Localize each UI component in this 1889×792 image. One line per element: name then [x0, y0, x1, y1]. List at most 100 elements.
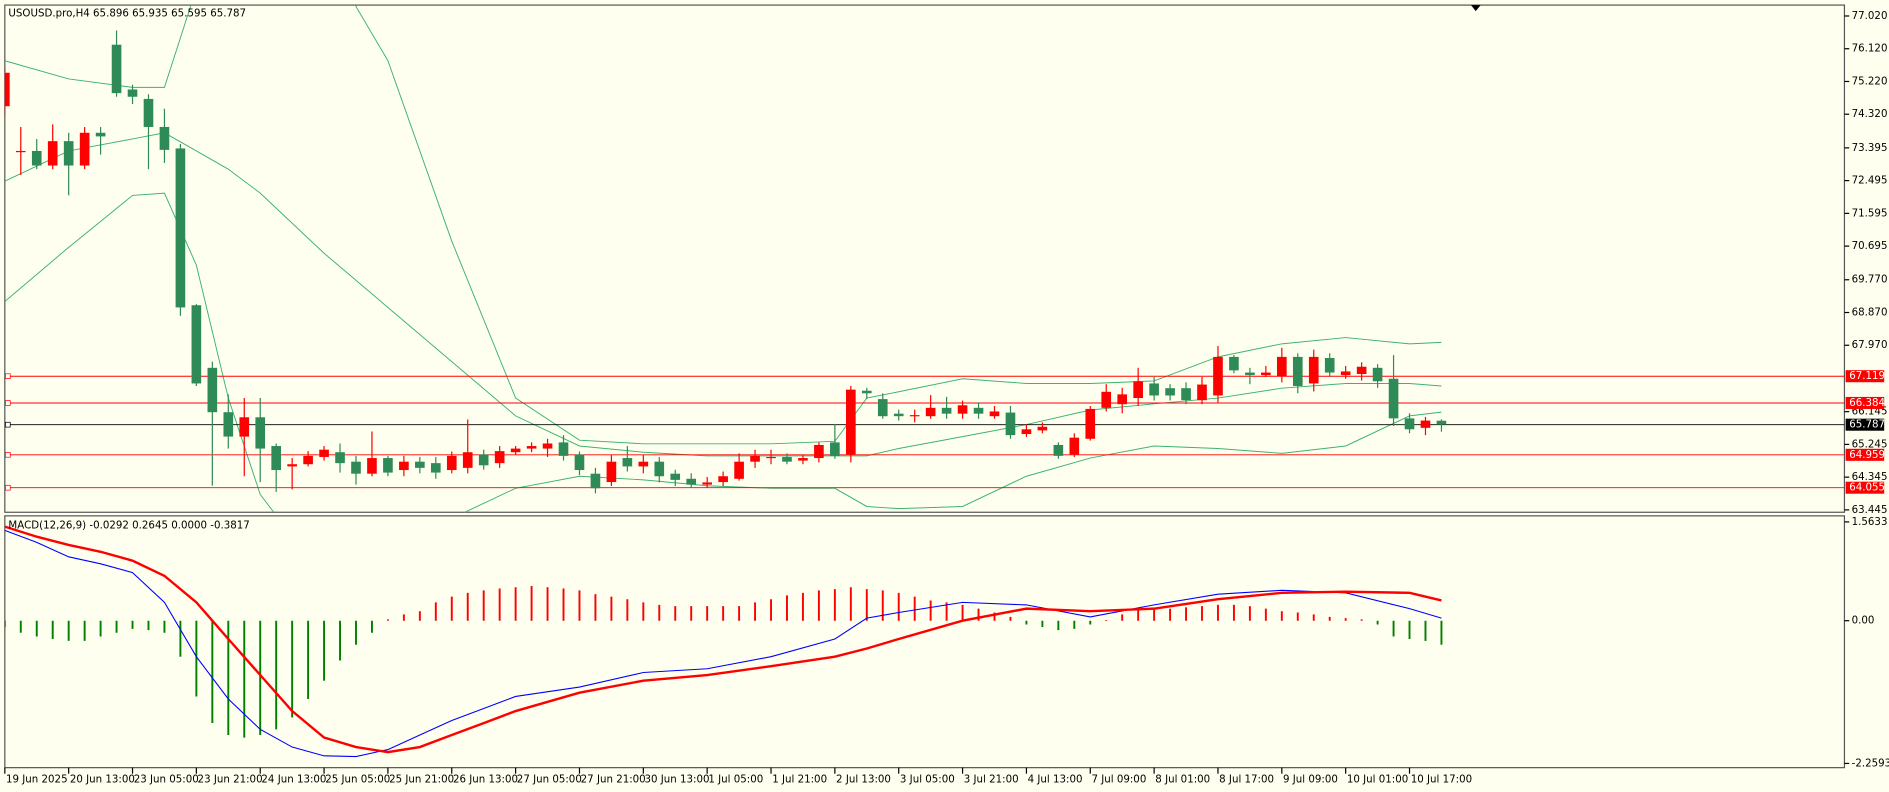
- candle-body: [63, 141, 74, 166]
- candle-body: [351, 461, 361, 474]
- x-tick-label: 2 Jul 13:00: [836, 774, 891, 786]
- y-tick-label: 75.220: [1852, 75, 1888, 87]
- candle-body: [1069, 437, 1080, 455]
- level-label-box: [1845, 448, 1885, 461]
- y-tick-label: 77.020: [1852, 10, 1888, 22]
- candle-body: [1340, 371, 1351, 376]
- candle-body: [1308, 356, 1319, 384]
- candle-body: [79, 132, 90, 166]
- level-label-box: [1845, 396, 1885, 409]
- candle-body: [1117, 394, 1128, 405]
- candle-body: [1229, 356, 1239, 371]
- candle-body: [670, 473, 681, 480]
- candle-body: [4, 72, 10, 107]
- candle-body: [1388, 378, 1399, 419]
- candle-body: [95, 132, 106, 137]
- level-label-box: [1845, 481, 1885, 494]
- y-tick-label: 67.970: [1852, 339, 1888, 351]
- candle-body: [335, 452, 345, 464]
- level-handle: [5, 452, 11, 458]
- x-tick-label: 23 Jun 05:00: [134, 774, 199, 786]
- level-label: 67.119: [1849, 370, 1885, 382]
- candle-body: [1372, 367, 1383, 382]
- level-label: 64.959: [1849, 449, 1885, 461]
- candle-body: [191, 305, 202, 384]
- candle-body: [1420, 420, 1431, 428]
- candle-body: [989, 411, 1000, 417]
- candle-body: [1181, 388, 1191, 401]
- x-tick-label: 1 Jul 21:00: [772, 774, 827, 786]
- y-tick-label: 64.345: [1852, 471, 1888, 483]
- candle-body: [702, 482, 712, 485]
- x-tick-label: 4 Jul 13:00: [1028, 774, 1083, 786]
- candle-body: [542, 443, 553, 449]
- candle-body: [941, 407, 952, 414]
- candle-body: [718, 476, 728, 483]
- candle-body: [1021, 429, 1032, 435]
- candle-body: [287, 464, 297, 467]
- y-tick-label: 76.120: [1852, 43, 1888, 55]
- candle-body: [255, 417, 266, 449]
- candle-body: [462, 452, 473, 468]
- candle-body: [1213, 356, 1223, 396]
- candle-body: [1324, 357, 1335, 373]
- x-tick-label: 20 Jun 13:00: [70, 774, 135, 786]
- y-tick-label: 70.695: [1852, 240, 1888, 252]
- candle-body: [1037, 426, 1048, 431]
- candle-body: [1261, 372, 1271, 376]
- macd-title: MACD(12,26,9) -0.0292 0.2645 0.0000 -0.3…: [8, 520, 249, 532]
- candle-body: [15, 150, 26, 153]
- band-line: [4, 5, 1442, 445]
- candle-body: [1292, 356, 1303, 387]
- candle-body: [1085, 408, 1096, 439]
- candle-body: [590, 473, 601, 489]
- candle-body: [877, 399, 888, 417]
- level-handle: [5, 400, 11, 406]
- candle-body: [638, 461, 649, 467]
- candle-body: [446, 455, 457, 471]
- candle-body: [239, 417, 250, 437]
- candle-body: [127, 89, 138, 97]
- candle-body: [175, 148, 186, 308]
- y-tick-label: -2.2593: [1852, 757, 1889, 769]
- macd-panel: [4, 515, 1846, 769]
- x-tick-label: 26 Jun 13:00: [453, 774, 518, 786]
- candle-body: [1277, 356, 1287, 377]
- signal-line: [4, 525, 1442, 754]
- x-tick-label: 19 Jun 2025: [6, 774, 68, 786]
- candle-body: [782, 456, 792, 462]
- level-label-box: [1845, 418, 1885, 431]
- candle-body: [478, 454, 489, 466]
- y-tick-label: 72.495: [1852, 175, 1888, 187]
- candle-body: [31, 150, 42, 166]
- candle-body: [1404, 418, 1415, 430]
- x-tick-label: 10 Jul 01:00: [1347, 774, 1408, 786]
- y-tick-label: 68.870: [1852, 307, 1888, 319]
- candle-body: [399, 461, 409, 471]
- x-tick-label: 8 Jul 17:00: [1219, 774, 1274, 786]
- candle-body: [1197, 384, 1207, 401]
- x-tick-label: 1 Jul 05:00: [708, 774, 763, 786]
- candle-body: [415, 461, 425, 468]
- axes: 77.020 76.120 75.220 74.320 73.395 72.495 71.5…: [4, 10, 1889, 786]
- x-tick-label: 25 Jun 05:00: [325, 774, 390, 786]
- candle-body: [1436, 420, 1447, 425]
- x-tick-label: 27 Jun 05:00: [517, 774, 582, 786]
- candle-body: [1165, 388, 1175, 396]
- x-tick-label: 27 Jun 21:00: [581, 774, 646, 786]
- x-tick-label: 9 Jul 09:00: [1283, 774, 1338, 786]
- candle-body: [893, 413, 904, 417]
- candle-body: [271, 446, 282, 471]
- candle-body: [383, 458, 393, 473]
- x-tick-label: 3 Jul 05:00: [900, 774, 955, 786]
- candle-body: [526, 446, 537, 449]
- level-label-box: [1845, 370, 1885, 383]
- macd-plot: [4, 525, 1443, 758]
- x-tick-label: 8 Jul 01:00: [1155, 774, 1210, 786]
- candle-body: [1005, 412, 1016, 436]
- chart-title: USOUSD.pro,H4 65.896 65.935 65.595 65.78…: [8, 8, 246, 20]
- y-tick-label: 1.5633: [1852, 516, 1888, 528]
- candle-body: [143, 98, 154, 127]
- candle-body: [750, 455, 760, 462]
